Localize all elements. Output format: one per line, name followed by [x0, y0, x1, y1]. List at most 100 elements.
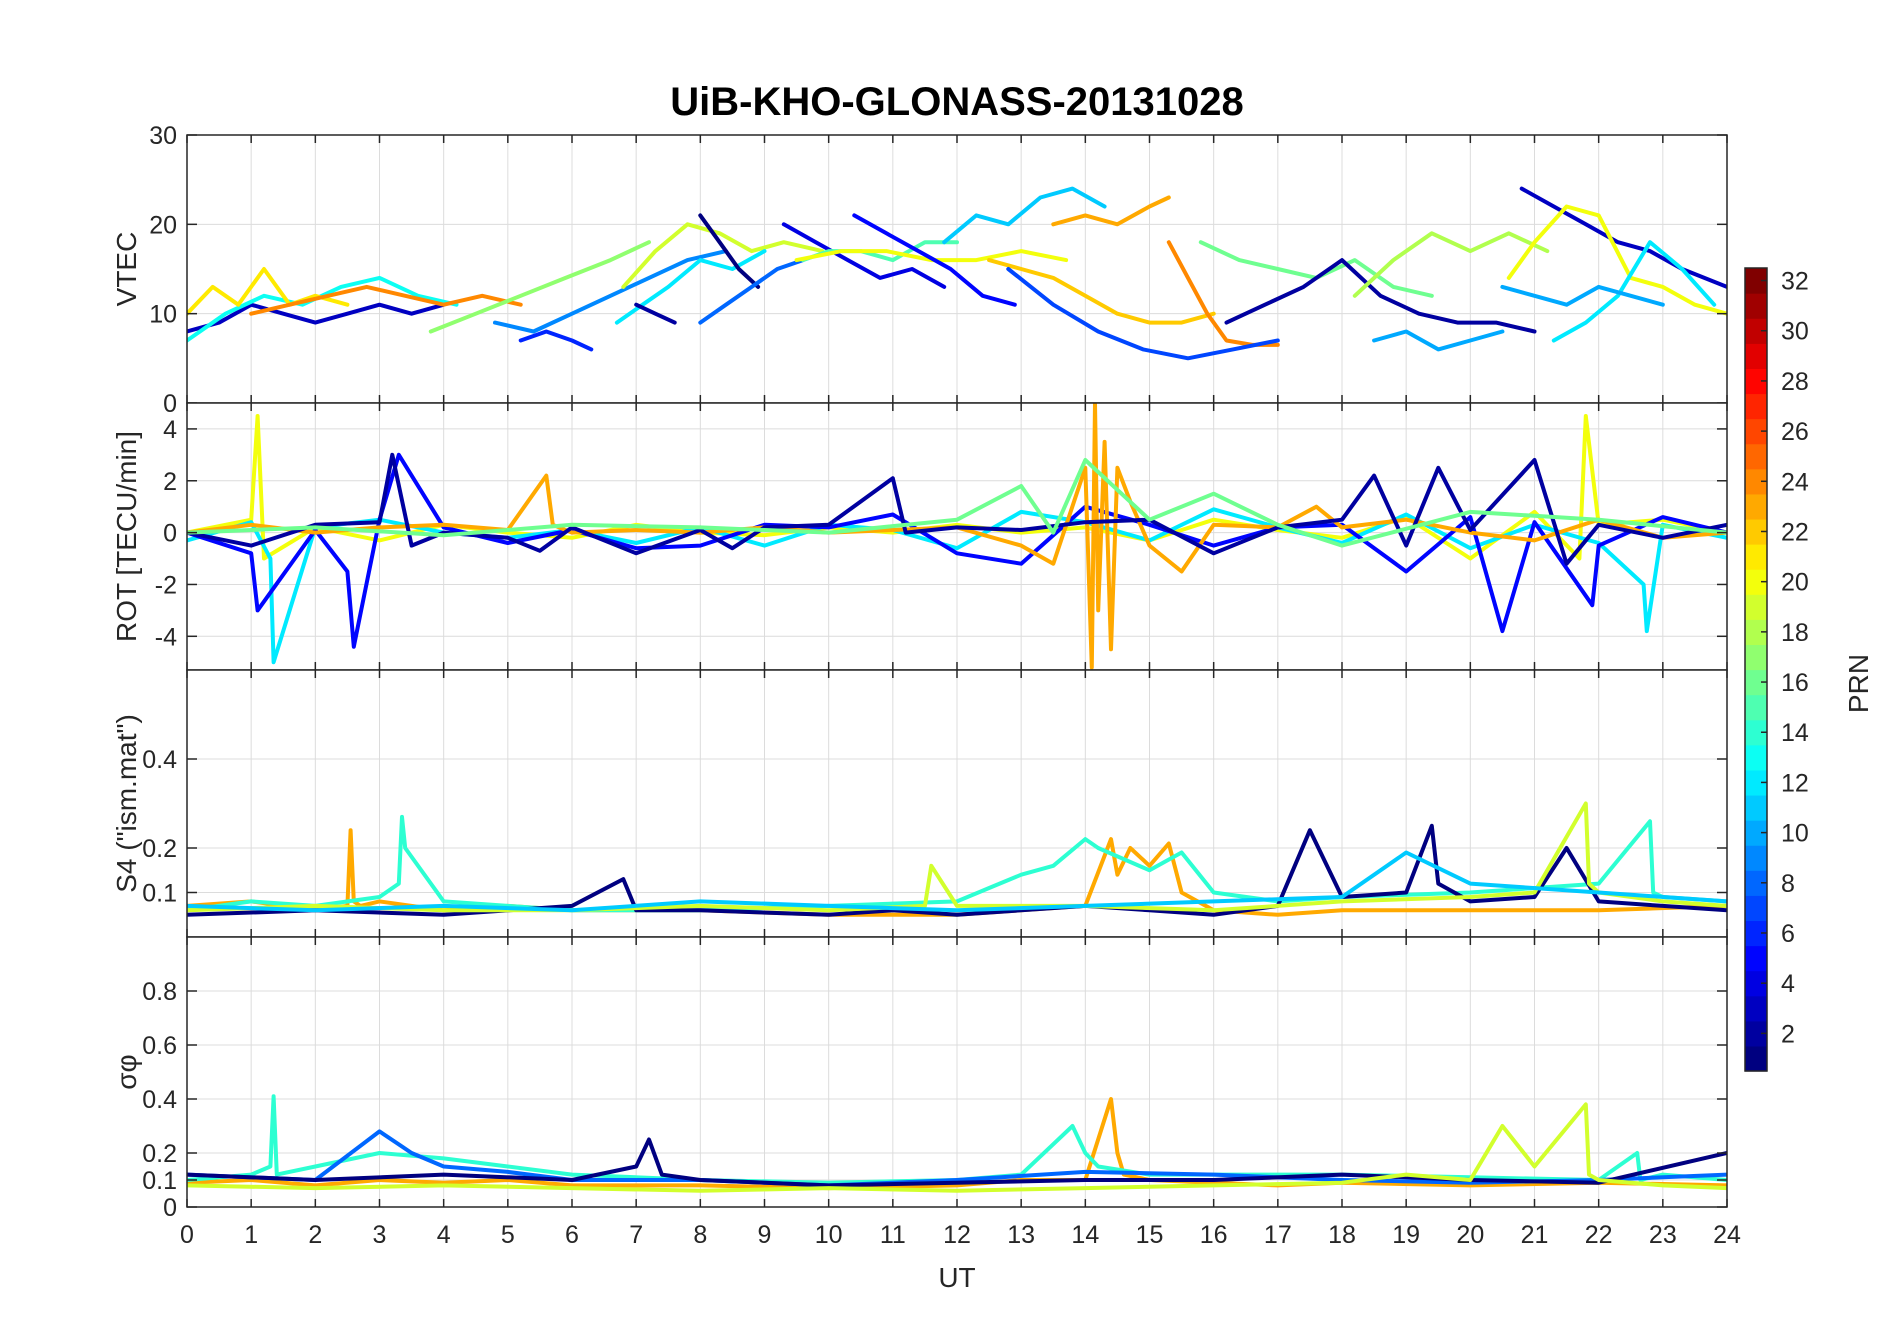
y-tick-label: -2 — [155, 571, 177, 599]
series-line-prn-8 — [698, 258, 805, 325]
colorbar-tick-label: 20 — [1781, 569, 1809, 597]
colorbar-tick-label: 4 — [1781, 970, 1795, 998]
x-tick-label: 12 — [943, 1221, 971, 1249]
series-line-prn-7 — [1006, 267, 1280, 361]
series-line-prn-11 — [942, 186, 1107, 245]
series-line-prn-4 — [781, 222, 947, 289]
x-tick-label: 22 — [1585, 1221, 1613, 1249]
y-tick-label: 0.8 — [142, 978, 177, 1006]
colorbar-step — [1745, 769, 1767, 796]
y-tick-label: 0.4 — [142, 746, 177, 774]
y-axis-label-s4: S4 ("ism.mat") — [111, 714, 142, 893]
colorbar-step — [1745, 493, 1767, 520]
x-tick-label: 6 — [565, 1221, 579, 1249]
colorbar-step — [1745, 895, 1767, 922]
colorbar-tick-label: 24 — [1781, 468, 1809, 496]
y-tick-label: 0 — [163, 1194, 177, 1222]
series-line-prn-14 — [187, 814, 1727, 913]
series-line-prn-1 — [187, 823, 1727, 917]
series-line-prn-9 — [493, 249, 728, 334]
colorbar-step — [1745, 293, 1767, 319]
y-tick-label: 0.1 — [142, 1167, 177, 1195]
y-axis: -4 -2 0 2 4 — [155, 416, 1727, 651]
colorbar-step — [1745, 644, 1767, 671]
y-tick-label: 0.4 — [142, 1086, 177, 1114]
x-tick-label: 8 — [693, 1221, 707, 1249]
colorbar-frame — [1744, 267, 1768, 1072]
series-line-prn-2 — [187, 452, 1727, 566]
colorbar-step — [1745, 343, 1767, 369]
colorbar-tick-label: 26 — [1781, 418, 1809, 446]
y-axis-label-sigma: σφ — [111, 1054, 142, 1089]
x-tick-label: 20 — [1456, 1221, 1484, 1249]
y-tick-label: 0.1 — [142, 880, 177, 908]
colorbar-label: PRN — [1843, 654, 1874, 713]
x-axis-label: UT — [938, 1262, 975, 1293]
series-group — [187, 403, 1727, 670]
x-tick-label: 24 — [1713, 1221, 1741, 1249]
x-tick-label: 2 — [308, 1221, 322, 1249]
x-tick-label: 9 — [758, 1221, 772, 1249]
series-line-prn-6 — [518, 329, 594, 352]
colorbar-step — [1745, 744, 1767, 771]
panel-rot: -4 -2 0 2 4 ROT [TECU/min] — [111, 402, 1728, 671]
y-axis: 00.10.2 0.4 0.6 0.8 — [142, 978, 1727, 1222]
x-tick-label: 15 — [1136, 1221, 1164, 1249]
series-line-prn-12 — [1551, 240, 1717, 343]
colorbar-step — [1745, 995, 1767, 1022]
colorbar-step — [1745, 1045, 1767, 1072]
colorbar-step — [1745, 619, 1767, 646]
colorbar-tick-label: 28 — [1781, 368, 1809, 396]
panel-sigma: 00.10.2 0.4 0.6 0.8 σφ — [111, 936, 1728, 1222]
x-gridlines — [186, 135, 1728, 403]
colorbar-step — [1745, 318, 1767, 344]
colorbar-step — [1745, 518, 1767, 545]
series-line-prn-24 — [249, 284, 523, 316]
y-tick-label: 4 — [163, 416, 177, 444]
x-tick-label: 5 — [501, 1221, 515, 1249]
colorbar-tick-label: 2 — [1781, 1020, 1795, 1048]
series-line-prn-17 — [428, 240, 651, 334]
series-line-prn-3 — [187, 302, 446, 334]
y-axis: 0.1 0.2 0.4 — [142, 746, 1727, 908]
series-line-prn-23 — [187, 403, 1727, 670]
colorbar-step — [1745, 544, 1767, 570]
y-tick-label: 0 — [163, 520, 177, 548]
series-line-prn-22 — [987, 258, 1216, 325]
series-line-prn-1 — [698, 213, 761, 289]
y-tick-label: 0 — [163, 390, 177, 418]
series-line-prn-21 — [187, 267, 350, 316]
colorbar-step — [1745, 468, 1767, 495]
x-tick-label: 18 — [1328, 1221, 1356, 1249]
series-line-prn-10 — [1372, 329, 1505, 352]
x-tick-label: 17 — [1264, 1221, 1292, 1249]
x-tick-label: 1 — [244, 1221, 258, 1249]
y-tick-label: -4 — [155, 623, 177, 651]
colorbar-step — [1745, 669, 1767, 696]
y-axis-label-vtec: VTEC — [111, 232, 142, 307]
colorbar-tick-label: 32 — [1781, 268, 1809, 296]
panel-s4: 0.1 0.2 0.4S4 ("ism.mat") — [111, 669, 1728, 938]
series-group — [187, 1094, 1727, 1193]
colorbar-tick-label: 14 — [1781, 719, 1809, 747]
colorbar-step — [1745, 694, 1767, 721]
colorbar-tick-label: 18 — [1781, 619, 1809, 647]
series-line-prn-20 — [1506, 204, 1727, 316]
chart-title: UiB-KHO-GLONASS-20131028 — [670, 80, 1244, 124]
colorbar-tick-label: 30 — [1781, 318, 1809, 346]
x-tick-label: 21 — [1521, 1221, 1549, 1249]
colorbar-step — [1745, 569, 1767, 595]
x-tick-label: 4 — [437, 1221, 451, 1249]
x-tick-label: 19 — [1392, 1221, 1420, 1249]
series-line-prn-19 — [621, 222, 825, 289]
series-group — [187, 801, 1727, 917]
colorbar-step — [1745, 945, 1767, 972]
colorbar-step — [1745, 870, 1767, 896]
series-line-prn-11 — [187, 850, 1727, 913]
x-tick-label: 3 — [373, 1221, 387, 1249]
colorbar-tick-label: 6 — [1781, 920, 1795, 948]
colorbar-tick-label: 22 — [1781, 518, 1809, 546]
